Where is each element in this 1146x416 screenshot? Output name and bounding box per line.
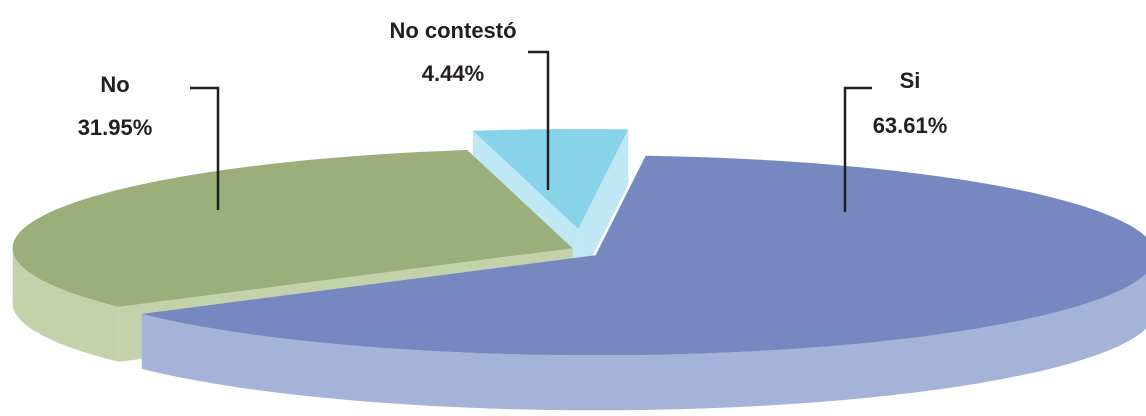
slice-no <box>12 150 573 307</box>
slice-label-no: No <box>100 72 129 97</box>
slice-no-contesto <box>472 129 629 229</box>
slice-label-no-contesto: No contestó <box>389 18 516 43</box>
leader-line-si <box>843 86 872 212</box>
slice-side-si <box>141 273 1146 411</box>
slice-value-no-contesto: 4.44% <box>422 61 484 86</box>
slice-tops <box>12 129 1146 356</box>
leader-line-no <box>190 86 220 210</box>
slice-value-no: 31.95% <box>78 115 153 140</box>
slice-cut-no-contesto-1 <box>578 129 629 285</box>
leader-line-no-contesto <box>528 50 550 190</box>
slice-si <box>141 155 1146 356</box>
slice-side-no <box>12 245 119 362</box>
slice-label-si: Si <box>900 68 921 93</box>
slice-value-si: 63.61% <box>873 113 948 138</box>
